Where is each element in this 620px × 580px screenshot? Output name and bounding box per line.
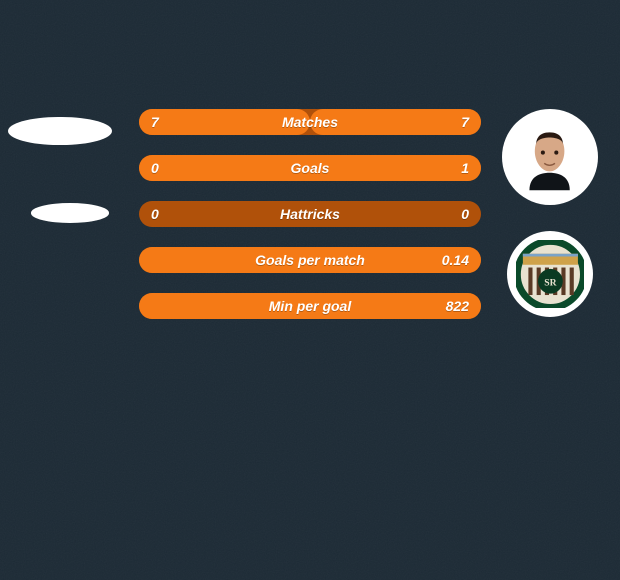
stat-right-value: 0.14 [442, 252, 469, 268]
left-player-avatar [8, 117, 112, 145]
club-badge-icon: SR [516, 240, 585, 309]
stat-row: 0 Goals 1 [139, 155, 481, 181]
right-player-column: SR [490, 109, 610, 317]
stat-label: Hattricks [280, 206, 340, 222]
stat-label: Matches [282, 114, 338, 130]
stat-row: Min per goal 822 [139, 293, 481, 319]
stat-row: Goals per match 0.14 [139, 247, 481, 273]
stat-label: Min per goal [269, 298, 351, 314]
right-player-avatar [502, 109, 598, 205]
stat-label: Goals [291, 160, 330, 176]
stat-right-value: 1 [461, 160, 469, 176]
left-club-badge [31, 203, 109, 223]
stat-right-value: 822 [446, 298, 469, 314]
left-player-column [0, 109, 120, 223]
stat-row: 7 Matches 7 [139, 109, 481, 135]
stat-left-value: 7 [151, 114, 159, 130]
stat-rows: 7 Matches 7 0 Goals 1 0 Hattricks 0 Goals per mat… [139, 109, 481, 319]
stat-label: Goals per match [255, 252, 365, 268]
stat-row: 0 Hattricks 0 [139, 201, 481, 227]
stats-block: 7 Matches 7 0 Goals 1 0 Hattricks 0 Goals per mat… [0, 109, 620, 319]
right-club-badge: SR [507, 231, 593, 317]
svg-text:SR: SR [544, 277, 557, 288]
stat-left-value: 0 [151, 206, 159, 222]
person-icon [516, 123, 583, 190]
stat-right-value: 0 [461, 206, 469, 222]
stat-left-value: 0 [151, 160, 159, 176]
stat-right-value: 7 [461, 114, 469, 130]
